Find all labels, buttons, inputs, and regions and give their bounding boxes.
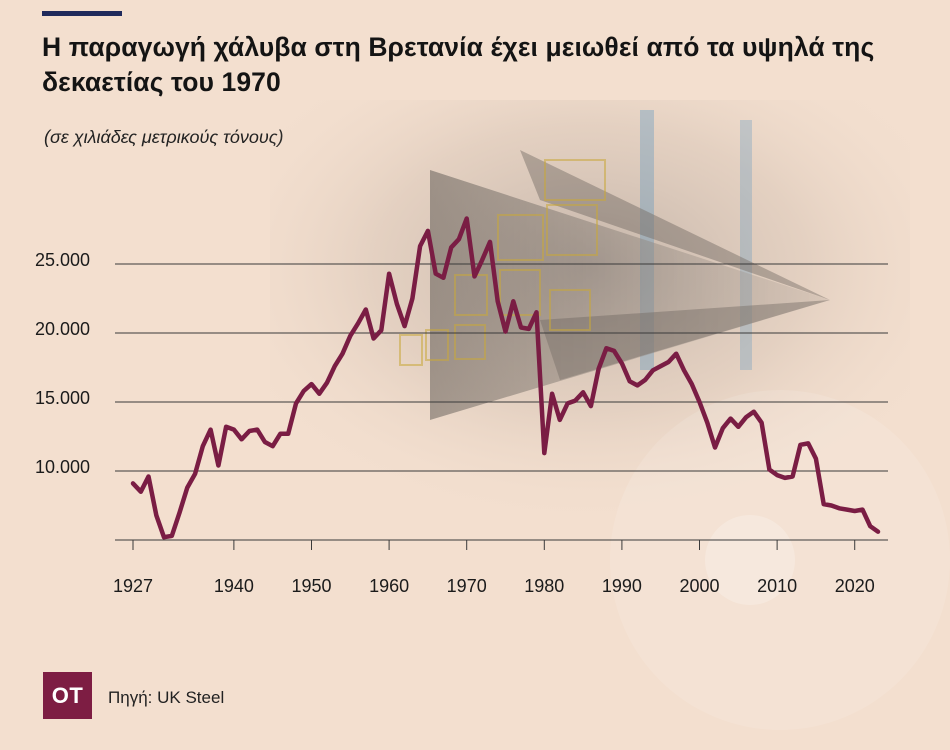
y-tick-label: 15.000: [35, 388, 90, 408]
publisher-logo: ΟΤ: [43, 672, 92, 719]
background-photo: [270, 100, 910, 520]
source-note: Πηγή: UK Steel: [108, 688, 225, 707]
x-tick-label: 1990: [602, 576, 642, 596]
x-tick-label: 1950: [291, 576, 331, 596]
x-tick-label: 1970: [447, 576, 487, 596]
y-tick-label: 10.000: [35, 457, 90, 477]
x-axis: 1927 1940 1950 1960 1970 1980 1990 2000 2010 2020: [113, 540, 875, 596]
x-tick-label: 2000: [679, 576, 719, 596]
decorative-circles: [610, 390, 950, 730]
x-tick-label: 1980: [524, 576, 564, 596]
series-line: [130, 216, 881, 540]
x-tick-label: 1927: [113, 576, 153, 596]
x-tick-label: 1960: [369, 576, 409, 596]
series: [130, 216, 881, 540]
x-tick-label: 2010: [757, 576, 797, 596]
y-axis: 10.000 15.000 20.000 25.000: [35, 250, 90, 477]
y-tick-label: 20.000: [35, 319, 90, 339]
top-accent-rule: [42, 11, 122, 16]
chart-title: Η παραγωγή χάλυβα στη Βρετανία έχει μειω…: [42, 32, 875, 97]
x-tick-label: 2020: [835, 576, 875, 596]
y-tick-label: 25.000: [35, 250, 90, 270]
chart-subtitle: (σε χιλιάδες μετρικούς τόνους): [44, 127, 284, 147]
gridlines: [115, 263, 888, 541]
x-tick-label: 1940: [214, 576, 254, 596]
